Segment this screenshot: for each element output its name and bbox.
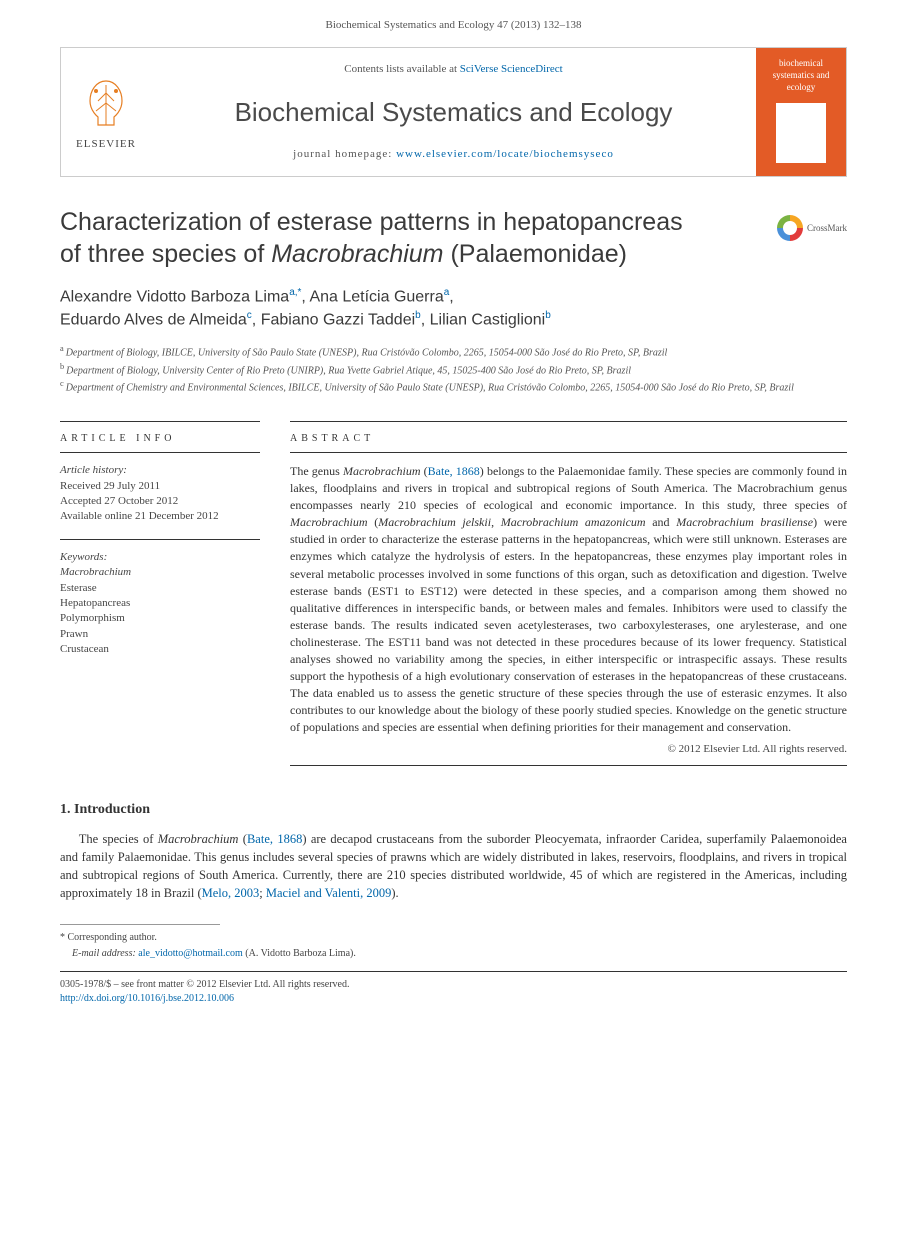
journal-masthead: ELSEVIER Contents lists available at Sci…: [60, 47, 847, 177]
affiliation-c: cDepartment of Chemistry and Environment…: [60, 378, 847, 395]
author-4-affil: b: [415, 310, 421, 321]
intro-ref-melo[interactable]: Melo, 2003: [202, 886, 260, 900]
abs-t4: (: [368, 515, 379, 529]
keyword-2: Esterase: [60, 581, 260, 596]
affiliation-c-text: Department of Chemistry and Environmenta…: [66, 382, 794, 393]
crossmark-icon: [777, 215, 803, 241]
article-title: Characterization of esterase patterns in…: [60, 207, 847, 270]
elsevier-tree-icon: [76, 73, 136, 133]
abs-t5: ,: [491, 515, 501, 529]
abs-ref-bate[interactable]: Bate, 1868: [428, 464, 480, 478]
article-history: Article history: Received 29 July 2011 A…: [60, 463, 260, 525]
issn-line: 0305-1978/$ – see front matter © 2012 El…: [60, 979, 349, 990]
author-2-affil: a: [444, 287, 450, 298]
author-1: Alexandre Vidotto Barboza Lima: [60, 288, 289, 305]
history-label: Article history:: [60, 464, 127, 476]
author-5-affil: b: [545, 310, 551, 321]
author-list: Alexandre Vidotto Barboza Limaa,*, Ana L…: [60, 286, 847, 331]
intro-t1: The species of: [79, 832, 158, 846]
intro-t5: ).: [391, 886, 398, 900]
intro-ref-maciel[interactable]: Maciel and Valenti, 2009: [266, 886, 391, 900]
abs-em1: Macrobrachium: [343, 464, 421, 478]
abs-t1: The genus: [290, 464, 343, 478]
article-info-label: ARTICLE INFO: [60, 432, 260, 446]
author-2: Ana Letícia Guerra: [309, 288, 443, 305]
abs-t7: ) were studied in order to characterize …: [290, 515, 847, 733]
homepage-prefix: journal homepage:: [293, 148, 396, 160]
doi-link[interactable]: http://dx.doi.org/10.1016/j.bse.2012.10.…: [60, 993, 234, 1004]
received-date: Received 29 July 2011: [60, 480, 160, 492]
abs-em5: Macrobrachium brasiliense: [676, 515, 813, 529]
accepted-date: Accepted 27 October 2012: [60, 495, 178, 507]
abs-em3: Macrobrachium jelskii: [378, 515, 491, 529]
introduction-paragraph: The species of Macrobrachium (Bate, 1868…: [60, 830, 847, 903]
author-1-affil: a,*: [289, 287, 301, 298]
keyword-4: Polymorphism: [60, 611, 260, 626]
cover-image-placeholder: [776, 103, 826, 163]
sciencedirect-link[interactable]: SciVerse ScienceDirect: [460, 63, 563, 75]
keywords-label: Keywords:: [60, 550, 260, 565]
title-line1: Characterization of esterase patterns in…: [60, 208, 683, 236]
affiliation-b-text: Department of Biology, University Center…: [66, 365, 631, 376]
corresponding-author-note: * Corresponding author.: [60, 931, 847, 945]
introduction-heading: 1. Introduction: [60, 800, 847, 820]
abs-em2: Macrobrachium: [290, 515, 368, 529]
abstract-column: ABSTRACT The genus Macrobrachium (Bate, …: [290, 417, 847, 776]
abs-t6: and: [646, 515, 677, 529]
online-date: Available online 21 December 2012: [60, 510, 219, 522]
abs-t2: (: [421, 464, 428, 478]
intro-em1: Macrobrachium: [158, 832, 239, 846]
corresponding-email-link[interactable]: ale_vidotto@hotmail.com: [138, 948, 242, 959]
title-line2-pre: of three species of: [60, 240, 271, 268]
keyword-6: Crustacean: [60, 642, 260, 657]
article-info-column: ARTICLE INFO Article history: Received 2…: [60, 417, 260, 776]
intro-t4: ;: [259, 886, 266, 900]
author-3: Eduardo Alves de Almeida: [60, 311, 247, 328]
abstract-copyright: © 2012 Elsevier Ltd. All rights reserved…: [290, 742, 847, 757]
journal-name: Biochemical Systematics and Ecology: [161, 94, 746, 130]
author-5: Lilian Castiglioni: [430, 311, 546, 328]
title-line2-post: (Palaemonidae): [444, 240, 627, 268]
abs-em4: Macrobrachium amazonicum: [501, 515, 646, 529]
author-3-affil: c: [247, 310, 252, 321]
affiliation-a-text: Department of Biology, IBILCE, Universit…: [66, 348, 668, 359]
masthead-center: Contents lists available at SciVerse Sci…: [151, 48, 756, 176]
title-genus: Macrobrachium: [271, 240, 443, 268]
journal-cover-thumbnail: biochemical systematics and ecology: [756, 48, 846, 176]
affiliation-b: bDepartment of Biology, University Cente…: [60, 361, 847, 378]
email-suffix: (A. Vidotto Barboza Lima).: [243, 948, 356, 959]
author-4: Fabiano Gazzi Taddei: [261, 311, 415, 328]
homepage-link[interactable]: www.elsevier.com/locate/biochemsyseco: [396, 148, 614, 160]
footer-publication-info: 0305-1978/$ – see front matter © 2012 El…: [60, 978, 847, 1026]
abstract-label: ABSTRACT: [290, 432, 847, 446]
affiliations: aDepartment of Biology, IBILCE, Universi…: [60, 343, 847, 395]
email-label: E-mail address:: [72, 948, 138, 959]
corresponding-email-line: E-mail address: ale_vidotto@hotmail.com …: [60, 947, 847, 961]
abstract-text: The genus Macrobrachium (Bate, 1868) bel…: [290, 463, 847, 736]
cover-title: biochemical systematics and ecology: [762, 58, 840, 93]
keyword-1: Macrobrachium: [60, 565, 260, 580]
keyword-3: Hepatopancreas: [60, 596, 260, 611]
running-header: Biochemical Systematics and Ecology 47 (…: [0, 0, 907, 47]
elsevier-label: ELSEVIER: [76, 137, 136, 152]
elsevier-logo: ELSEVIER: [61, 48, 151, 176]
homepage-line: journal homepage: www.elsevier.com/locat…: [161, 147, 746, 162]
intro-ref-bate[interactable]: Bate, 1868: [247, 832, 302, 846]
keywords: Keywords: Macrobrachium Esterase Hepatop…: [60, 550, 260, 658]
intro-t2: (: [238, 832, 247, 846]
crossmark-label: CrossMark: [807, 222, 847, 235]
keyword-5: Prawn: [60, 627, 260, 642]
crossmark-badge[interactable]: CrossMark: [777, 215, 847, 241]
contents-prefix: Contents lists available at: [344, 63, 459, 75]
affiliation-a: aDepartment of Biology, IBILCE, Universi…: [60, 343, 847, 360]
contents-available-line: Contents lists available at SciVerse Sci…: [161, 62, 746, 77]
